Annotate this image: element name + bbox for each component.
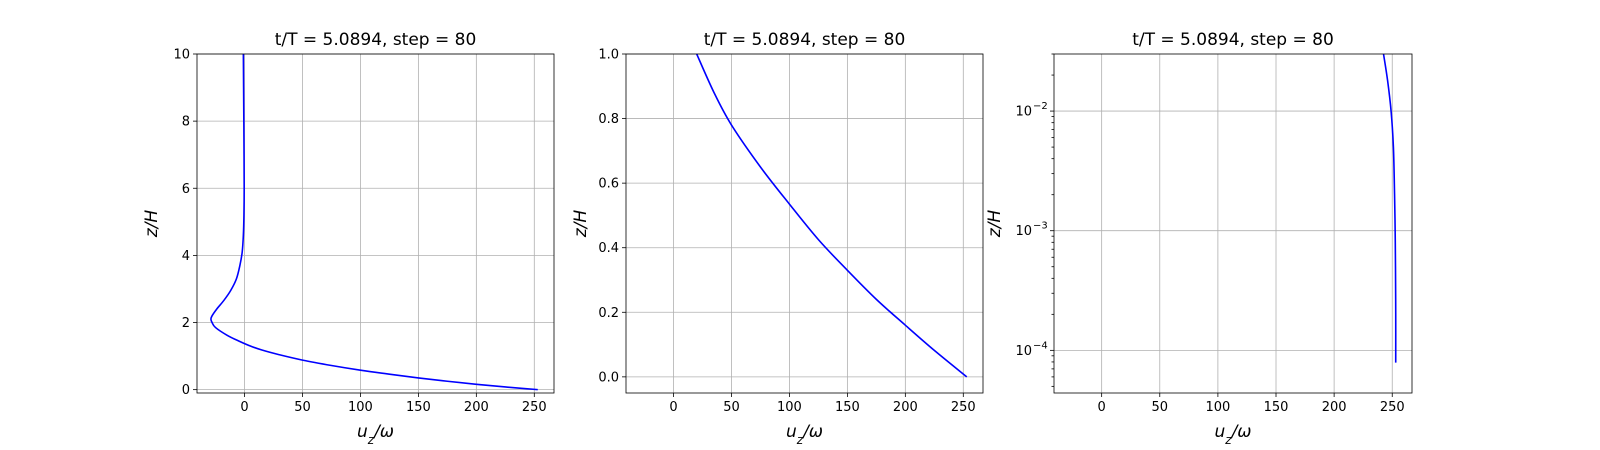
- y-tick-label: 0.8: [598, 112, 619, 127]
- y-tick-exponent: −3: [1033, 221, 1048, 232]
- x-tick-label: 100: [348, 400, 373, 415]
- y-tick-exponent: −2: [1033, 101, 1048, 112]
- x-tick-label: 150: [835, 400, 860, 415]
- y-axis-label: z/H: [985, 210, 1005, 239]
- x-tick-label: 100: [777, 400, 802, 415]
- x-tick-label: 0: [1098, 400, 1106, 415]
- chart-title: t/T = 5.0894, step = 80: [1132, 30, 1334, 50]
- y-axis-label: z/H: [142, 210, 162, 239]
- x-tick-label: 200: [464, 400, 489, 415]
- y-tick-label: 10: [173, 48, 190, 63]
- x-tick-label: 250: [522, 400, 547, 415]
- y-tick-label: 0.0: [598, 370, 619, 385]
- y-tick-label: 10: [1015, 344, 1032, 359]
- x-axis-label: uz/ω: [1214, 422, 1251, 447]
- y-tick-label: 6: [182, 182, 190, 197]
- chart-title: t/T = 5.0894, step = 80: [275, 30, 477, 50]
- y-tick-label: 0: [182, 383, 190, 398]
- x-tick-label: 200: [1322, 400, 1347, 415]
- y-tick-label: 10: [1015, 105, 1032, 120]
- x-tick-label: 150: [406, 400, 431, 415]
- y-tick-label: 0.2: [598, 306, 619, 321]
- y-tick-exponent: −4: [1033, 340, 1048, 351]
- x-tick-label: 50: [1151, 400, 1168, 415]
- x-tick-label: 0: [240, 400, 248, 415]
- chart-panel-1: 0 50 100 150 200 250 0 2 4 6 8 10 t/T = 5.0894, step…: [142, 30, 555, 447]
- x-tick-label: 200: [893, 400, 918, 415]
- x-axis-label: uz/ω: [786, 422, 823, 447]
- x-tick-label: 250: [951, 400, 976, 415]
- y-tick-label: 0.6: [598, 177, 619, 192]
- series-line: [695, 54, 968, 378]
- x-axis-label: uz/ω: [357, 422, 394, 447]
- plot-frame: [1053, 53, 1413, 394]
- x-tick-label: 150: [1264, 400, 1289, 415]
- y-tick-label: 2: [182, 316, 190, 331]
- x-tick-label: 50: [294, 400, 311, 415]
- x-tick-label: 250: [1380, 400, 1405, 415]
- plot-frame: [625, 53, 984, 394]
- plot-frame: [196, 53, 555, 394]
- x-tick-label: 100: [1205, 400, 1230, 415]
- series-line: [1382, 54, 1397, 363]
- x-tick-label: 0: [669, 400, 677, 415]
- chart-title: t/T = 5.0894, step = 80: [704, 30, 906, 50]
- series-line: [210, 54, 538, 391]
- y-tick-label: 8: [182, 115, 190, 130]
- y-tick-label: 4: [182, 249, 190, 264]
- x-tick-label: 50: [723, 400, 740, 415]
- y-axis-label: z/H: [571, 210, 591, 239]
- y-tick-label: 0.4: [598, 241, 619, 256]
- y-tick-label: 1.0: [598, 48, 619, 63]
- y-tick-label: 10: [1015, 224, 1032, 239]
- chart-panel-2: 0 50 100 150 200 250 0.0 0.2 0.4 0.6 0.8 1.0 t/T = 5…: [571, 30, 984, 447]
